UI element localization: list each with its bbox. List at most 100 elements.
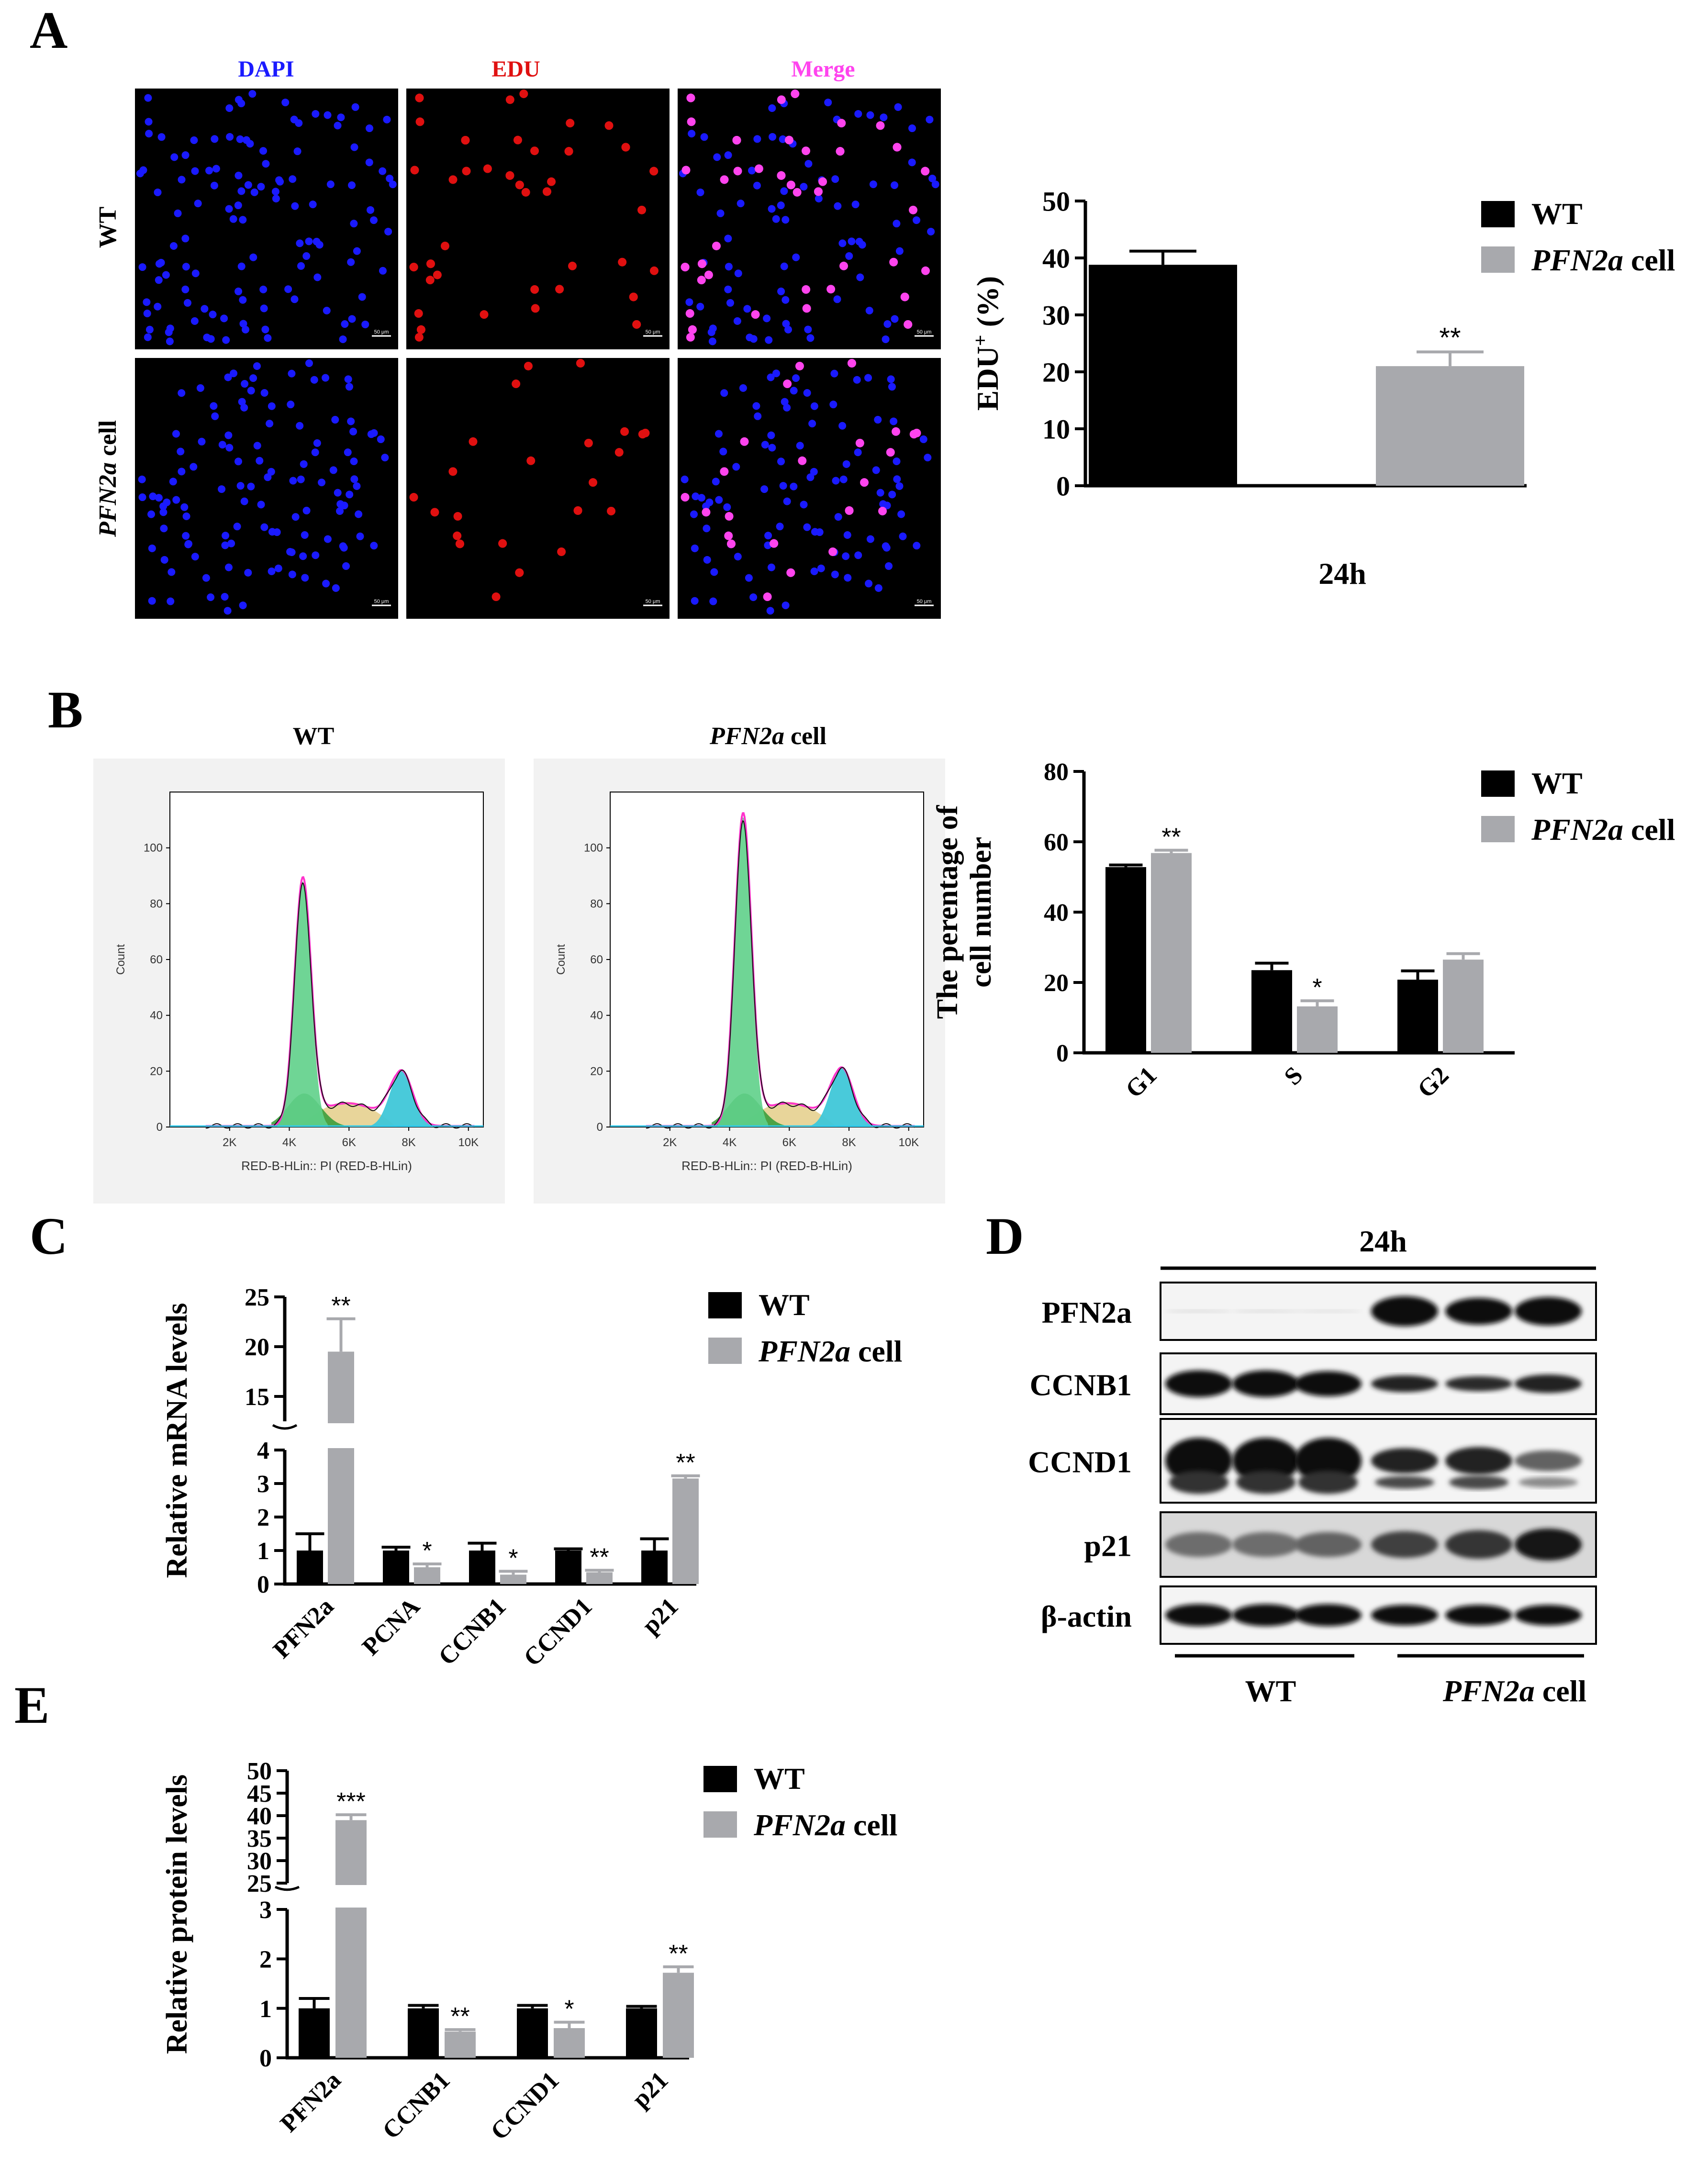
dapi-nucleus [355, 510, 363, 518]
y-tick-label: 2 [257, 1504, 269, 1531]
blot-band-lower [1298, 1471, 1358, 1494]
histogram-ytick-label: 80 [150, 897, 163, 910]
blot-timepoint-label: 24h [1359, 1224, 1407, 1258]
histogram-ylabel: Count [114, 944, 127, 975]
dapi-nucleus [266, 420, 274, 428]
edu-nucleus [483, 164, 492, 173]
edu-nucleus [448, 467, 458, 476]
merge-nucleus [837, 119, 846, 128]
panel-label-c: C [30, 1207, 67, 1265]
dapi-nucleus [895, 247, 904, 255]
dapi-nucleus [810, 567, 818, 575]
dapi-nucleus [350, 143, 358, 151]
dapi-nucleus [236, 135, 244, 143]
dapi-nucleus [866, 535, 874, 543]
dapi-nucleus [331, 416, 339, 424]
column-header-dapi: DAPI [238, 56, 294, 82]
merge-nucleus [828, 547, 837, 556]
dapi-nucleus [290, 295, 299, 303]
dapi-nucleus [191, 553, 199, 561]
dapi-nucleus [281, 99, 290, 107]
merge-nucleus [814, 187, 823, 196]
dapi-nucleus [792, 253, 800, 261]
histogram-xtick-label: 10K [898, 1136, 919, 1149]
axis-break-gap [270, 1423, 696, 1448]
dapi-nucleus [897, 510, 905, 518]
edu-nucleus [505, 95, 514, 104]
dapi-nucleus [781, 296, 790, 304]
dapi-nucleus [178, 176, 186, 184]
y-tick-label: 0 [257, 1571, 269, 1598]
histogram-xtick-label: 8K [842, 1136, 856, 1149]
significance-marker: ** [331, 1292, 350, 1320]
dapi-nucleus [691, 544, 699, 552]
x-category-label: G1 [1120, 1061, 1162, 1103]
dapi-nucleus [155, 494, 163, 502]
dapi-nucleus [367, 430, 375, 438]
merge-nucleus [826, 285, 836, 294]
dapi-nucleus [324, 535, 332, 543]
scale-bar-label: 50 μm [646, 329, 660, 335]
edu-nucleus [409, 263, 418, 272]
merge-nucleus [793, 188, 802, 197]
histogram-xtick-label: 2K [663, 1136, 677, 1149]
dapi-nucleus [234, 171, 243, 179]
dapi-nucleus [157, 133, 166, 141]
dapi-nucleus [144, 94, 152, 102]
blot-band [1445, 1605, 1512, 1626]
dapi-nucleus [854, 551, 862, 559]
dapi-nucleus [155, 276, 163, 284]
dapi-nucleus [256, 457, 264, 465]
dapi-nucleus [831, 175, 839, 183]
chart-a-edu-percent: 0 10 20 30 40 50 EDU+ (%) ** WT PFN2a cell 24h [969, 186, 1675, 591]
dapi-nucleus [865, 580, 873, 588]
merge-nucleus [855, 438, 864, 447]
significance-marker: * [508, 1544, 518, 1572]
significance-marker: * [422, 1537, 432, 1565]
merge-nucleus [726, 539, 736, 548]
x-category-label: CCNB1 [434, 1593, 512, 1671]
panel-label-d: D [986, 1207, 1024, 1265]
histogram-plot-area [610, 792, 924, 1127]
y-tick-label: 25 [245, 1284, 269, 1311]
histogram-xtick-label: 10K [458, 1136, 479, 1149]
dapi-nucleus [237, 187, 246, 195]
dapi-nucleus [725, 263, 733, 271]
dapi-nucleus [346, 491, 354, 499]
dapi-nucleus [291, 202, 299, 210]
dapi-nucleus [339, 542, 347, 550]
dapi-nucleus [196, 384, 204, 392]
column-header-merge: Merge [791, 56, 855, 82]
dapi-nucleus [248, 90, 257, 98]
dapi-nucleus [170, 153, 179, 161]
chart-c-mrna-levels: 0 1 2 3 4 15 20 25 Relative mRNA levels ** PFN2a * P… [161, 1284, 902, 1672]
histogram-ytick-label: 40 [150, 1009, 163, 1022]
x-category-label: CCND1 [486, 2066, 565, 2145]
dapi-nucleus [344, 375, 352, 383]
merge-nucleus [697, 259, 706, 268]
y-tick-label: 0 [1056, 470, 1070, 502]
edu-nucleus [515, 180, 524, 190]
dapi-nucleus [247, 482, 255, 491]
dapi-nucleus [223, 607, 232, 615]
dapi-nucleus [181, 151, 190, 159]
merge-nucleus [847, 358, 856, 368]
y-tick-label: 20 [1042, 357, 1070, 388]
dapi-nucleus [817, 564, 825, 572]
legend-swatch-pfn2a-cell [708, 1338, 742, 1364]
scale-bar-label: 50 μm [646, 599, 660, 604]
edu-nucleus [637, 205, 647, 214]
dapi-nucleus [273, 528, 281, 536]
dapi-nucleus [351, 103, 359, 111]
edu-nucleus [414, 309, 423, 318]
merge-nucleus [839, 261, 848, 270]
row-label-pfn2a-cell: PFN2a cell [94, 420, 122, 537]
histogram-xlabel: RED-B-HLin:: PI (RED-B-HLin) [681, 1159, 852, 1173]
dapi-nucleus [154, 188, 162, 196]
dapi-nucleus [781, 601, 790, 609]
dapi-nucleus [344, 448, 352, 457]
histogram-title-pfn2a-cell: PFN2a cell [709, 723, 826, 750]
dapi-nucleus [239, 296, 247, 304]
dapi-nucleus [136, 169, 144, 178]
dapi-nucleus [312, 110, 320, 118]
